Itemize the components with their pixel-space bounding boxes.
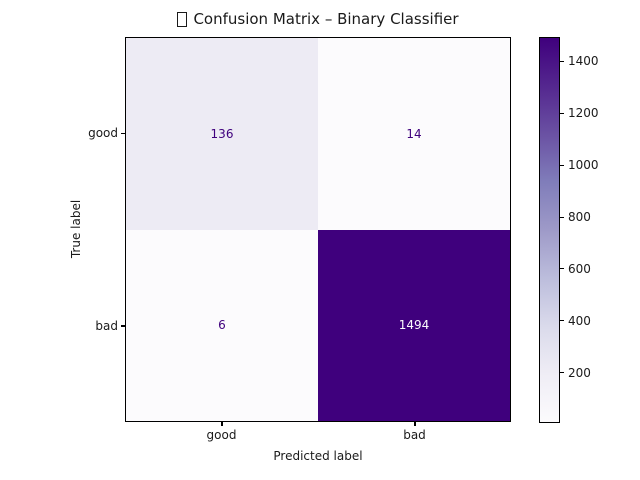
y-tick-mark [121, 325, 125, 327]
y-tick-label-good: good [88, 126, 118, 141]
colorbar-tick-label-400: 400 [568, 313, 591, 328]
cell-good-good: 136 [126, 38, 318, 230]
colorbar-tick-mark [560, 164, 564, 166]
chart-title-text: Confusion Matrix – Binary Classifier [193, 10, 459, 28]
x-tick-label-good: good [206, 428, 237, 442]
colorbar [539, 37, 560, 423]
y-axis-label: True label [69, 199, 83, 259]
heatmap-axes: 136 14 6 1494 [125, 37, 511, 422]
colorbar-tick-mark [560, 216, 564, 218]
cell-bad-good: 6 [126, 229, 318, 421]
missing-glyph-icon [177, 11, 188, 27]
colorbar-tick-label-1200: 1200 [568, 106, 599, 121]
cell-bad-bad: 1494 [318, 229, 510, 421]
colorbar-tick-mark [560, 372, 564, 374]
colorbar-tick-label-1400: 1400 [568, 54, 599, 69]
colorbar-tick-label-800: 800 [568, 210, 591, 225]
colorbar-tick-mark [560, 320, 564, 322]
colorbar-tick-label-600: 600 [568, 261, 591, 276]
x-tick-mark [221, 422, 223, 426]
colorbar-tick-label-200: 200 [568, 365, 591, 380]
x-tick-label-bad: bad [403, 428, 426, 442]
chart-title: Confusion Matrix – Binary Classifier [125, 10, 511, 28]
colorbar-tick-mark [560, 112, 564, 114]
x-tick-mark [414, 422, 416, 426]
x-axis-label: Predicted label [273, 449, 363, 463]
colorbar-tick-label-1000: 1000 [568, 158, 599, 173]
y-tick-mark [121, 132, 125, 134]
y-tick-label-bad: bad [95, 318, 118, 333]
cell-good-bad: 14 [318, 38, 510, 230]
colorbar-tick-mark [560, 268, 564, 270]
colorbar-tick-mark [560, 60, 564, 62]
